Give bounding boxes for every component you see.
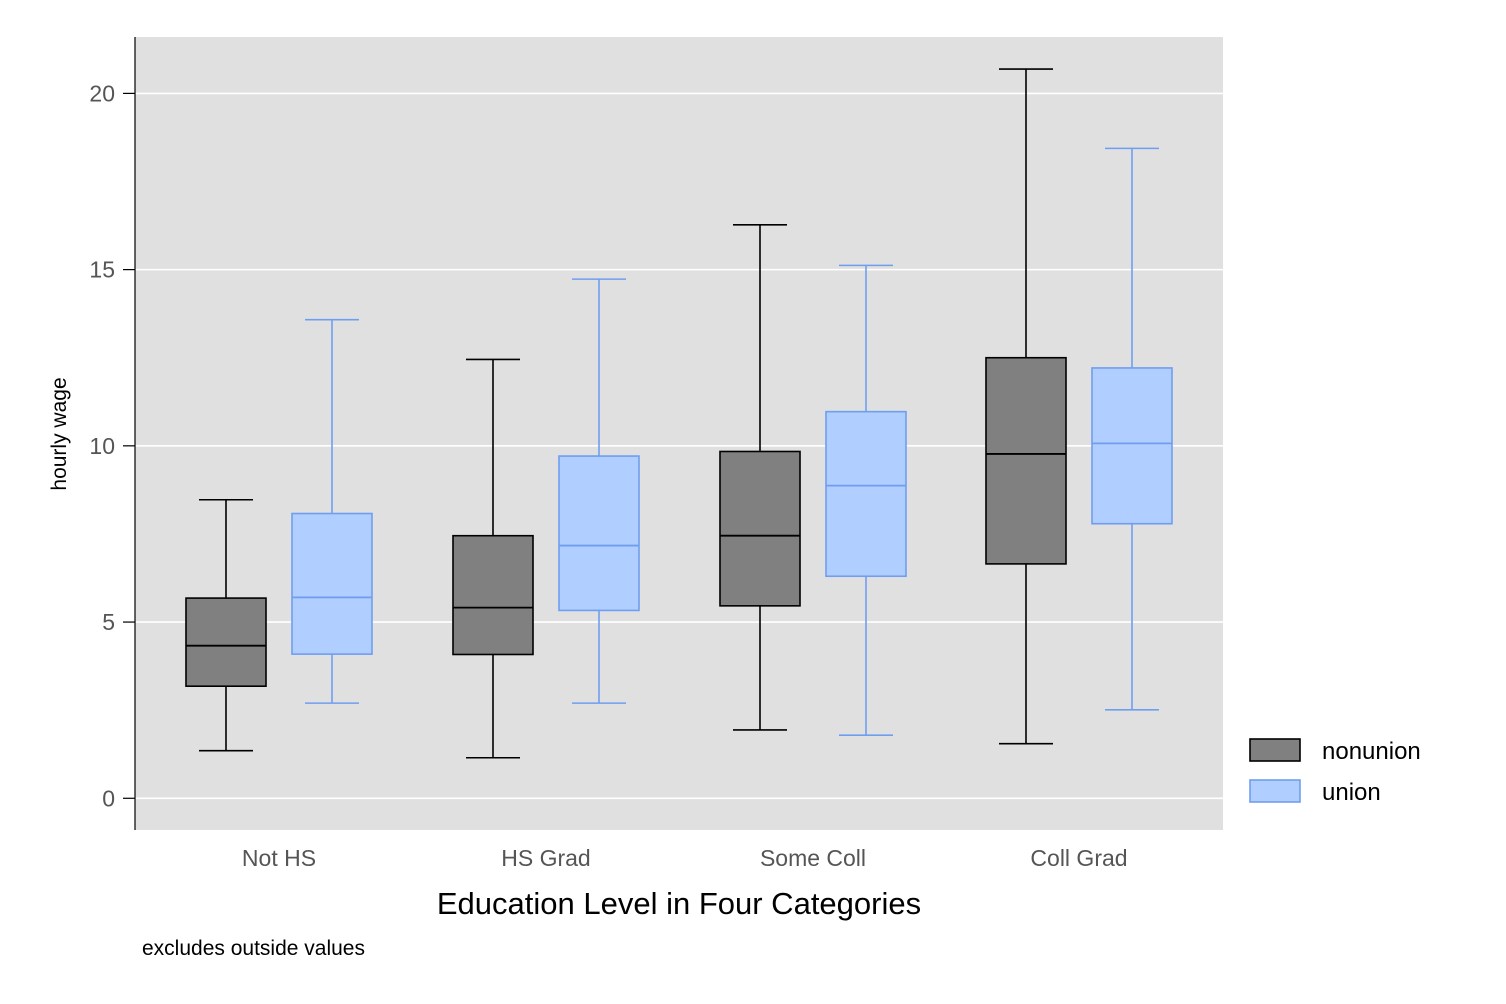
box-iqr: [825, 410, 907, 578]
legend-swatch-union: [1249, 779, 1301, 803]
y-tick-label: 10: [89, 433, 115, 459]
legend-label-nonunion: nonunion: [1322, 738, 1421, 765]
y-tick-label: 5: [102, 609, 115, 635]
x-axis-title: Education Level in Four Categories: [437, 886, 921, 921]
x-tick-label: HS Grad: [501, 845, 590, 871]
y-tick-label: 0: [102, 785, 115, 811]
box-nonunion-0: [185, 498, 267, 752]
box-iqr: [985, 356, 1067, 565]
box-union-1: [558, 278, 640, 704]
boxes: [185, 68, 1173, 759]
box-nonunion-1: [452, 358, 534, 759]
y-ticks: 0 5 10 15 20: [89, 80, 135, 811]
legend-label-union: union: [1322, 779, 1381, 806]
box-union-2: [825, 264, 907, 736]
x-tick-labels: Not HS HS Grad Some Coll Coll Grad: [242, 845, 1128, 871]
legend: nonunion union: [1249, 738, 1421, 806]
box-union-3: [1091, 147, 1173, 711]
box-iqr: [452, 534, 534, 656]
x-tick-label: Coll Grad: [1030, 845, 1127, 871]
y-axis-title: hourly wage: [48, 377, 71, 490]
y-tick-label: 15: [89, 257, 115, 283]
chart-note: excludes outside values: [142, 937, 365, 960]
box-nonunion-2: [719, 224, 801, 731]
box-iqr: [558, 455, 640, 612]
x-tick-label: Not HS: [242, 845, 316, 871]
box-union-0: [291, 318, 373, 704]
y-tick-label: 20: [89, 80, 115, 106]
box-iqr: [185, 597, 267, 688]
box-nonunion-3: [985, 68, 1067, 745]
box-iqr: [1091, 367, 1173, 525]
x-tick-label: Some Coll: [760, 845, 866, 871]
legend-swatch-nonunion: [1249, 738, 1301, 762]
box-iqr: [719, 450, 801, 607]
box-iqr: [291, 512, 373, 655]
